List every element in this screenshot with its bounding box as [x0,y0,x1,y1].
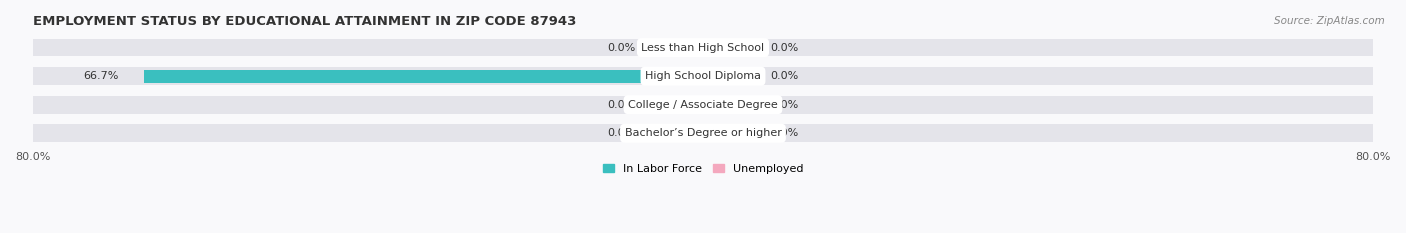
Bar [32,96,1374,113]
Text: 0.0%: 0.0% [770,100,799,110]
Bar [661,127,703,140]
Text: 0.0%: 0.0% [607,100,636,110]
Text: College / Associate Degree: College / Associate Degree [628,100,778,110]
Bar [703,70,745,82]
Text: Bachelor’s Degree or higher: Bachelor’s Degree or higher [624,128,782,138]
Text: 0.0%: 0.0% [770,128,799,138]
Text: Less than High School: Less than High School [641,43,765,53]
Text: 0.0%: 0.0% [607,43,636,53]
Text: 0.0%: 0.0% [607,128,636,138]
Bar [145,70,703,82]
Bar [661,98,703,111]
Bar [32,39,1374,56]
Text: 66.7%: 66.7% [83,71,120,81]
Text: 0.0%: 0.0% [770,71,799,81]
Bar [661,41,703,54]
Text: Source: ZipAtlas.com: Source: ZipAtlas.com [1274,16,1385,26]
Bar [703,41,745,54]
Text: 0.0%: 0.0% [770,43,799,53]
Bar [703,98,745,111]
Text: EMPLOYMENT STATUS BY EDUCATIONAL ATTAINMENT IN ZIP CODE 87943: EMPLOYMENT STATUS BY EDUCATIONAL ATTAINM… [32,15,576,28]
Bar [703,127,745,140]
Legend: In Labor Force, Unemployed: In Labor Force, Unemployed [598,159,808,178]
Bar [32,67,1374,85]
Text: High School Diploma: High School Diploma [645,71,761,81]
Bar [32,124,1374,142]
